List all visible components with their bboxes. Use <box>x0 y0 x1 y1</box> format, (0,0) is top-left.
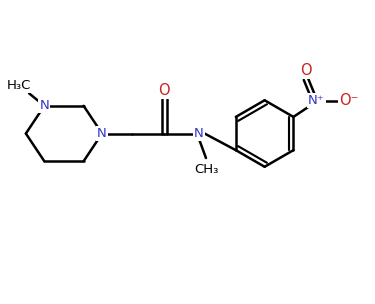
Text: H₃C: H₃C <box>7 78 31 92</box>
Text: O: O <box>159 83 170 98</box>
Text: O: O <box>300 63 312 78</box>
Text: N: N <box>39 99 49 112</box>
Text: O⁻: O⁻ <box>339 93 358 108</box>
Text: N: N <box>194 127 204 140</box>
Text: CH₃: CH₃ <box>194 163 218 176</box>
Text: N: N <box>97 127 107 140</box>
Text: N⁺: N⁺ <box>308 94 325 107</box>
